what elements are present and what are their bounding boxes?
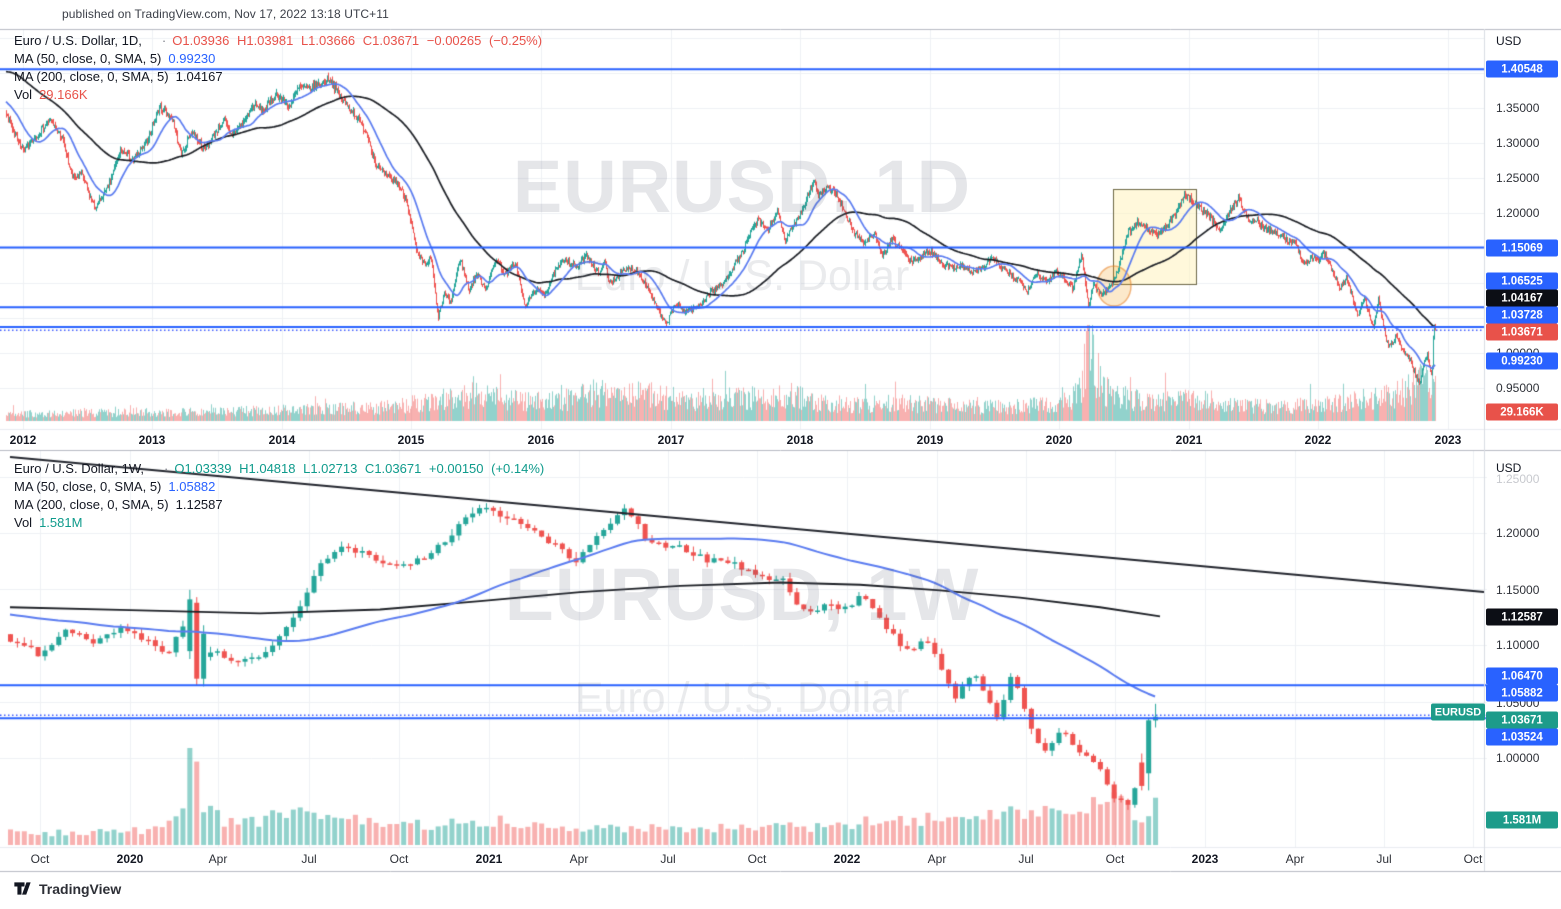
price-axis-badge: 1.03728	[1486, 306, 1558, 324]
time-axis-label: 2018	[786, 433, 814, 447]
ma200-label: MA (200, close, 0, SMA, 5)	[14, 69, 169, 84]
time-axis-label: 2014	[268, 433, 296, 447]
time-axis-label: 2019	[916, 433, 944, 447]
legend-weekly: Euro / U.S. Dollar, 1W, · O1.03339 H1.0481…	[14, 460, 544, 532]
volume-label: Vol	[14, 87, 33, 102]
time-axis-label: 2020	[1045, 433, 1073, 447]
time-axis-label: 2022	[1304, 433, 1332, 447]
price-axis-badge: 29.166K	[1486, 403, 1558, 421]
price-axis-badge: 1.04167	[1486, 289, 1558, 307]
legend-weekly-row-symbol: Euro / U.S. Dollar, 1W, · O1.03339 H1.0481…	[14, 460, 544, 478]
legend-daily-ohlc: O1.03936 H1.03981 L1.03666 C1.03671 −0.0…	[172, 33, 543, 48]
price-axis-badge: 1.06525	[1486, 272, 1558, 290]
time-axis-label: 2016	[527, 433, 555, 447]
time-axis-label: Jul	[1376, 852, 1392, 866]
time-axis-label: Jul	[1018, 852, 1034, 866]
time-axis-label: 2013	[138, 433, 166, 447]
time-axis-label: 2017	[657, 433, 685, 447]
legend-weekly-symbol[interactable]: Euro / U.S. Dollar, 1W,	[14, 461, 145, 476]
price-axis-badge: 1.581M	[1486, 811, 1558, 829]
legend-daily-row-symbol: Euro / U.S. Dollar, 1D, · O1.03936 H1.0398…	[14, 32, 542, 50]
footer: TradingView	[13, 879, 121, 898]
price-axis-label: USD	[1496, 461, 1522, 475]
volume-value: 1.581M	[39, 515, 83, 530]
legend-daily: Euro / U.S. Dollar, 1D, · O1.03936 H1.0398…	[14, 32, 542, 104]
time-axis-label: 2023	[1434, 433, 1462, 447]
price-axis-label: 1.30000	[1496, 136, 1540, 150]
time-axis-label: Apr	[927, 852, 947, 866]
price-axis-label: 1.35000	[1496, 101, 1540, 115]
volume-value: 29.166K	[39, 87, 88, 102]
ma50-value: 0.99230	[168, 51, 216, 66]
time-axis-label: 2023	[1191, 852, 1219, 866]
price-axis-label: 1.25000	[1496, 171, 1540, 185]
price-axis-label: 1.20000	[1496, 206, 1540, 220]
time-axis-label: 2021	[1175, 433, 1203, 447]
time-axis-label: 2015	[397, 433, 425, 447]
published-link[interactable]: published on TradingView.com, Nov 17, 20…	[62, 7, 389, 21]
ma50-label: MA (50, close, 0, SMA, 5)	[14, 51, 162, 66]
legend-daily-row-ma200: MA (200, close, 0, SMA, 5) 1.04167	[14, 68, 542, 86]
price-axis-badge: 1.40548	[1486, 60, 1558, 78]
time-axis-label: Jul	[660, 852, 676, 866]
legend-weekly-ohlc: O1.03339 H1.04818 L1.02713 C1.03671 +0.0…	[174, 461, 545, 476]
time-axis-weekly[interactable]: Oct 2020 Apr Jul Oct 2021 Apr Jul Oct 2022 Apr Jul O…	[0, 848, 1561, 870]
legend-daily-row-ma50: MA (50, close, 0, SMA, 5) 0.99230	[14, 50, 542, 68]
price-axis-badge: 1.06470	[1486, 667, 1558, 685]
symbol-price-label: EURUSD	[1431, 703, 1485, 721]
price-axis-badge: 1.05882	[1486, 684, 1558, 702]
time-axis-label: Oct	[30, 852, 50, 866]
price-axis-badge: 0.99230	[1486, 352, 1558, 370]
price-axis-label: 1.25000	[1496, 472, 1540, 486]
time-axis-daily[interactable]: 2012 2013 2014 2015 2016 2017 2018 2019 2020 2021…	[0, 429, 1561, 451]
price-axis-badge: 1.03671	[1486, 711, 1558, 729]
price-axis-badge: 1.03524	[1486, 728, 1558, 746]
price-axis-label: 0.95000	[1496, 381, 1540, 395]
legend-weekly-row-ma50: MA (50, close, 0, SMA, 5) 1.05882	[14, 478, 544, 496]
price-axis-label: 1.15000	[1496, 583, 1540, 597]
price-axis-badge: 1.15069	[1486, 239, 1558, 257]
time-axis-label: Apr	[208, 852, 228, 866]
footer-brand[interactable]: TradingView	[39, 880, 122, 897]
time-axis-label: Oct	[747, 852, 767, 866]
legend-weekly-row-ma200: MA (200, close, 0, SMA, 5) 1.12587	[14, 496, 544, 514]
ma50-label: MA (50, close, 0, SMA, 5)	[14, 479, 162, 494]
time-axis-label: Oct	[1105, 852, 1125, 866]
time-axis-label: Oct	[1463, 852, 1483, 866]
price-axis-label: 1.20000	[1496, 526, 1540, 540]
time-axis-label: Jul	[301, 852, 317, 866]
price-axis-label: 1.00000	[1496, 751, 1540, 765]
legend-daily-symbol[interactable]: Euro / U.S. Dollar, 1D,	[14, 33, 142, 48]
legend-weekly-row-volume: Vol 1.581M	[14, 514, 544, 532]
price-axis-badge: 1.03671	[1486, 323, 1558, 341]
time-axis-label: 2021	[475, 852, 503, 866]
legend-daily-row-volume: Vol 29.166K	[14, 86, 542, 104]
time-axis-label: 2022	[833, 852, 861, 866]
price-axis-label: USD	[1496, 34, 1522, 48]
ma200-label: MA (200, close, 0, SMA, 5)	[14, 497, 169, 512]
time-axis-label: Oct	[389, 852, 409, 866]
time-axis-label: 2012	[9, 433, 37, 447]
time-axis-label: 2020	[116, 852, 144, 866]
time-axis-label: Apr	[1285, 852, 1305, 866]
tradingview-logo-icon	[13, 879, 32, 898]
ma50-value: 1.05882	[168, 479, 216, 494]
price-axis-label: 1.10000	[1496, 638, 1540, 652]
price-axis-badge: 1.12587	[1486, 608, 1558, 626]
legend-separator-dot: ·	[164, 461, 169, 476]
volume-label: Vol	[14, 515, 33, 530]
time-axis-label: Apr	[569, 852, 589, 866]
price-axis[interactable]: USD 1.35000 1.30000 1.25000 1.20000 1.00000 0.…	[1484, 29, 1561, 871]
ma200-value: 1.12587	[175, 497, 223, 512]
legend-separator-dot: ·	[161, 33, 167, 48]
ma200-value: 1.04167	[175, 69, 223, 84]
